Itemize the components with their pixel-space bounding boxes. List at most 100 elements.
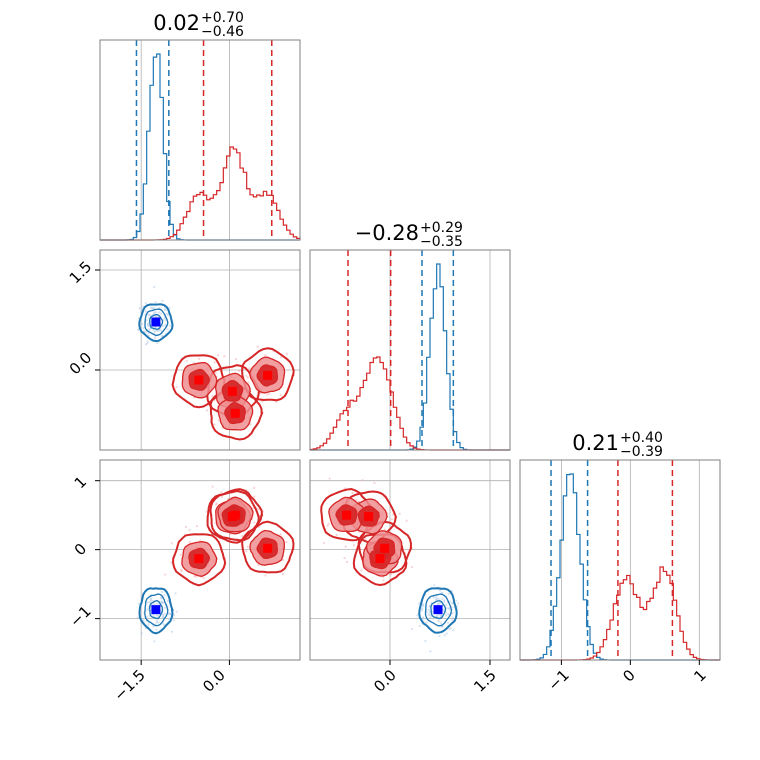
- mode-marker-1-2: [230, 408, 240, 418]
- sample-point: [417, 602, 421, 605]
- sample-point: [159, 329, 162, 332]
- sample-point: [188, 540, 191, 544]
- title-p0-minus: −0.46: [201, 24, 244, 40]
- sample-point: [195, 575, 198, 578]
- xtick-p2-2: 1: [690, 666, 709, 685]
- sample-point: [147, 623, 150, 626]
- sample-point: [168, 306, 171, 310]
- sample-point: [163, 612, 166, 616]
- sample-point: [153, 330, 156, 333]
- sample-point: [326, 524, 329, 527]
- sample-point: [438, 589, 442, 592]
- sample-point: [256, 345, 259, 348]
- sample-point: [264, 574, 267, 577]
- contour-0-level-0-mode-0: [138, 303, 174, 343]
- contour-0-level-1-mode-0: [144, 593, 169, 627]
- sample-point: [246, 376, 249, 379]
- sample-point: [389, 573, 393, 576]
- sample-point: [391, 513, 394, 516]
- panel-p0-p2-frame: [99, 459, 301, 661]
- sample-point: [163, 317, 166, 320]
- sample-point: [184, 525, 188, 528]
- title-p1-plus: +0.29: [420, 220, 463, 236]
- sample-point: [234, 358, 238, 361]
- sample-point: [175, 610, 178, 613]
- sample-point: [217, 419, 220, 422]
- sample-point: [328, 477, 331, 480]
- contour-1-level-0-mode-2: [209, 488, 264, 542]
- sample-point: [421, 607, 424, 610]
- xtick-p2-0: −1: [544, 666, 572, 694]
- sample-point: [432, 617, 435, 620]
- sample-point: [440, 622, 443, 625]
- sample-point: [141, 322, 144, 326]
- sample-point: [390, 518, 394, 521]
- contour-0-level-2-mode-0: [149, 313, 164, 330]
- sample-point: [428, 613, 432, 616]
- sample-point: [424, 639, 427, 643]
- y-tick-labels: 0.0 1.5 −1 0 1: [66, 258, 96, 631]
- sample-point: [344, 545, 347, 548]
- contour-1-level-0-mode-3: [241, 520, 295, 574]
- sample-point: [364, 537, 367, 540]
- hist-p1-series-0: [310, 263, 510, 451]
- sample-point: [455, 599, 458, 602]
- sample-point: [383, 528, 386, 531]
- sample-point: [173, 613, 176, 617]
- mode-marker-1-3: [380, 543, 390, 553]
- corner-plot-panels: [95, 39, 721, 665]
- sample-point: [155, 621, 158, 624]
- sample-point: [147, 609, 150, 612]
- sample-point: [422, 605, 425, 608]
- sample-point: [158, 311, 161, 314]
- sample-point: [426, 611, 429, 614]
- sample-point: [145, 319, 148, 322]
- sample-point: [245, 374, 248, 377]
- sample-point: [437, 597, 440, 601]
- sample-point: [445, 603, 448, 606]
- mode-marker-0-0: [151, 605, 161, 615]
- sample-point: [154, 336, 157, 340]
- sample-point: [160, 597, 163, 600]
- sample-point: [214, 372, 217, 375]
- sample-point: [253, 521, 256, 524]
- sample-point: [165, 312, 168, 315]
- sample-point: [451, 612, 454, 615]
- sample-point: [147, 332, 150, 335]
- hist-p0-series-0: [100, 53, 300, 241]
- diag-panel-p1: [309, 249, 511, 451]
- sample-point: [446, 612, 450, 616]
- sample-point: [451, 602, 454, 605]
- sample-point: [170, 542, 173, 545]
- mode-marker-1-3: [263, 543, 273, 553]
- sample-point: [163, 308, 167, 312]
- sample-point: [327, 522, 330, 525]
- sample-point: [140, 632, 143, 635]
- sample-point: [137, 602, 140, 605]
- sample-point: [279, 533, 282, 536]
- ytick-p1-0: 0.0: [66, 349, 96, 379]
- title-p1: −0.28 +0.29 −0.35: [355, 220, 463, 250]
- sample-point: [150, 599, 153, 602]
- title-p1-minus: −0.35: [420, 234, 463, 250]
- sample-point: [180, 570, 183, 573]
- sample-point: [361, 479, 364, 482]
- sample-point: [229, 533, 232, 536]
- x-tick-labels: −1.5 0.0 0.0 1.5 −1 0 1: [110, 666, 709, 704]
- sample-point: [266, 393, 269, 396]
- sample-point: [170, 630, 174, 633]
- sample-point: [351, 492, 354, 495]
- sample-point: [220, 496, 224, 499]
- sample-point: [162, 615, 165, 618]
- sample-point: [174, 592, 177, 595]
- mode-marker-1-0: [194, 554, 204, 564]
- sample-point: [249, 423, 252, 426]
- mode-marker-1-3: [263, 370, 273, 380]
- sample-point: [146, 324, 150, 328]
- diag-panel-p0: [99, 39, 301, 241]
- sample-point: [202, 577, 205, 580]
- diag-panel-p2: [519, 459, 721, 661]
- sample-point: [216, 353, 220, 357]
- sample-point: [411, 565, 414, 569]
